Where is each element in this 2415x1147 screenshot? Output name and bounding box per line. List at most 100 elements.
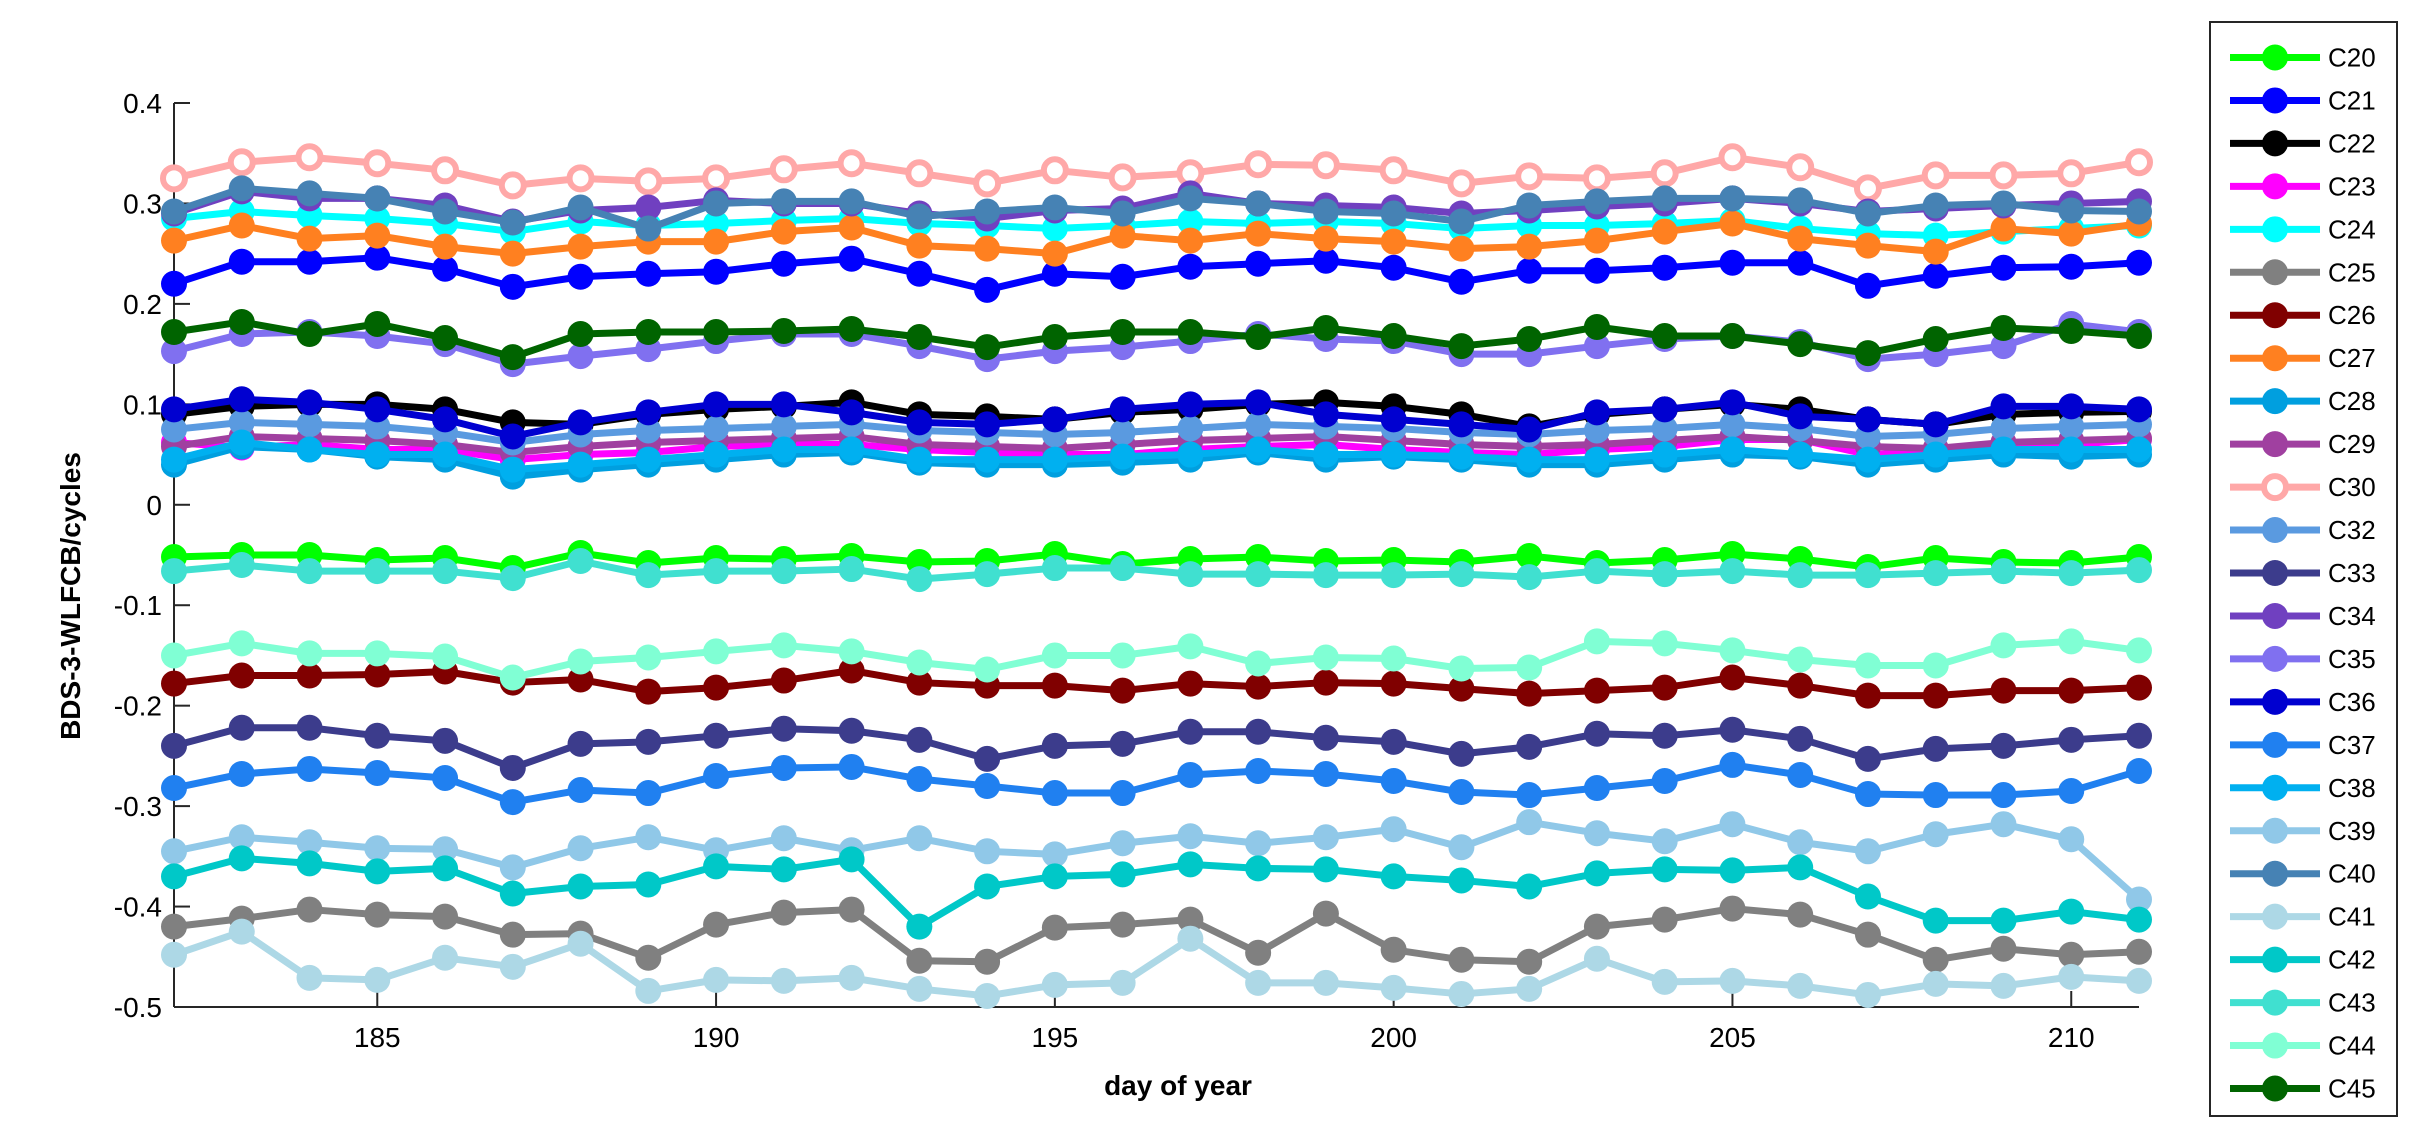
legend-item-c40: C40 <box>2230 859 2376 889</box>
data-point <box>1041 240 1068 267</box>
data-point <box>1516 416 1543 443</box>
series-line-c25 <box>173 905 2140 966</box>
data-point <box>296 436 323 463</box>
data-point <box>1583 446 1610 473</box>
data-point <box>1515 162 1544 191</box>
data-point <box>161 732 187 759</box>
data-point <box>1312 401 1339 428</box>
data-point <box>1854 340 1881 367</box>
legend-swatch-marker <box>2262 87 2288 114</box>
data-point <box>432 255 459 282</box>
data-point <box>1921 161 1950 190</box>
data-point <box>228 248 255 275</box>
legend-swatch-marker <box>2262 860 2288 887</box>
data-point <box>228 824 255 851</box>
data-point <box>635 215 662 242</box>
data-point <box>1177 761 1204 788</box>
data-point <box>432 558 459 585</box>
series-line-c33 <box>173 724 2140 772</box>
data-point <box>1516 680 1543 707</box>
legend-label: C28 <box>2328 386 2376 416</box>
data-point <box>703 722 730 749</box>
data-point <box>1177 441 1204 468</box>
data-point <box>431 156 460 185</box>
data-point <box>1109 200 1136 227</box>
data-point <box>1312 644 1339 671</box>
series-c36 <box>161 386 2152 450</box>
data-point <box>905 159 934 188</box>
y-tick-label: 0.3 <box>123 188 162 219</box>
legend-swatch-marker <box>2262 388 2288 415</box>
data-point <box>1380 645 1407 672</box>
data-point <box>1922 946 1949 973</box>
data-point <box>635 678 662 705</box>
data-point <box>1854 446 1881 473</box>
data-point <box>1380 406 1407 433</box>
data-point <box>1245 190 1272 217</box>
data-point <box>1787 854 1814 881</box>
data-point <box>296 964 323 991</box>
data-point <box>1922 782 1949 809</box>
data-point <box>2126 757 2152 784</box>
data-point <box>1718 143 1747 172</box>
data-point <box>228 175 255 202</box>
data-point <box>1109 396 1136 423</box>
data-point <box>296 558 323 585</box>
data-point <box>296 850 323 877</box>
legend-label: C41 <box>2328 902 2376 932</box>
data-point <box>1516 975 1543 1002</box>
data-point <box>567 321 594 348</box>
data-point <box>228 212 255 239</box>
data-point <box>974 561 1001 588</box>
data-point <box>1108 163 1137 192</box>
data-point <box>1380 562 1407 589</box>
data-point <box>1990 972 2017 999</box>
data-point <box>1109 642 1136 669</box>
data-point <box>1109 969 1136 996</box>
data-point <box>1516 564 1543 591</box>
data-point <box>2058 628 2085 655</box>
data-point <box>1990 215 2017 242</box>
legend-item-c39: C39 <box>2230 816 2376 846</box>
y-tick-label: 0.4 <box>123 88 162 119</box>
x-tick-label: 195 <box>1032 1022 1079 1053</box>
data-point <box>1177 253 1204 280</box>
data-point <box>566 164 595 193</box>
data-point <box>2057 159 2086 188</box>
data-point <box>1651 856 1678 883</box>
data-point <box>567 194 594 221</box>
data-point <box>1177 823 1204 850</box>
data-point <box>1312 314 1339 341</box>
data-point <box>1109 443 1136 470</box>
data-point <box>906 765 933 792</box>
data-point <box>1380 228 1407 255</box>
legend-box <box>2209 21 2398 1117</box>
data-point <box>1177 925 1204 952</box>
legend-swatch-marker <box>2262 560 2288 586</box>
data-point <box>1650 159 1679 188</box>
series-c43 <box>161 548 2152 593</box>
data-point <box>1651 415 1678 442</box>
legend-label: C35 <box>2328 644 2376 674</box>
data-point <box>1787 562 1814 589</box>
data-point <box>1380 670 1407 697</box>
data-point <box>1719 716 1746 743</box>
data-point <box>1787 672 1814 699</box>
legend-label: C44 <box>2328 1031 2376 1061</box>
data-point <box>2126 436 2152 463</box>
data-point <box>1516 233 1543 260</box>
data-point <box>161 670 187 697</box>
data-point <box>364 759 391 786</box>
data-point <box>769 155 798 184</box>
legend-item-c36: C36 <box>2230 687 2376 717</box>
data-point <box>499 273 526 300</box>
data-point <box>1651 768 1678 794</box>
data-point <box>2058 826 2085 853</box>
legend-item-c38: C38 <box>2230 773 2376 803</box>
data-point <box>2126 722 2152 749</box>
data-point <box>906 203 933 230</box>
data-point <box>906 409 933 436</box>
data-point <box>161 227 187 254</box>
data-point <box>295 143 324 172</box>
